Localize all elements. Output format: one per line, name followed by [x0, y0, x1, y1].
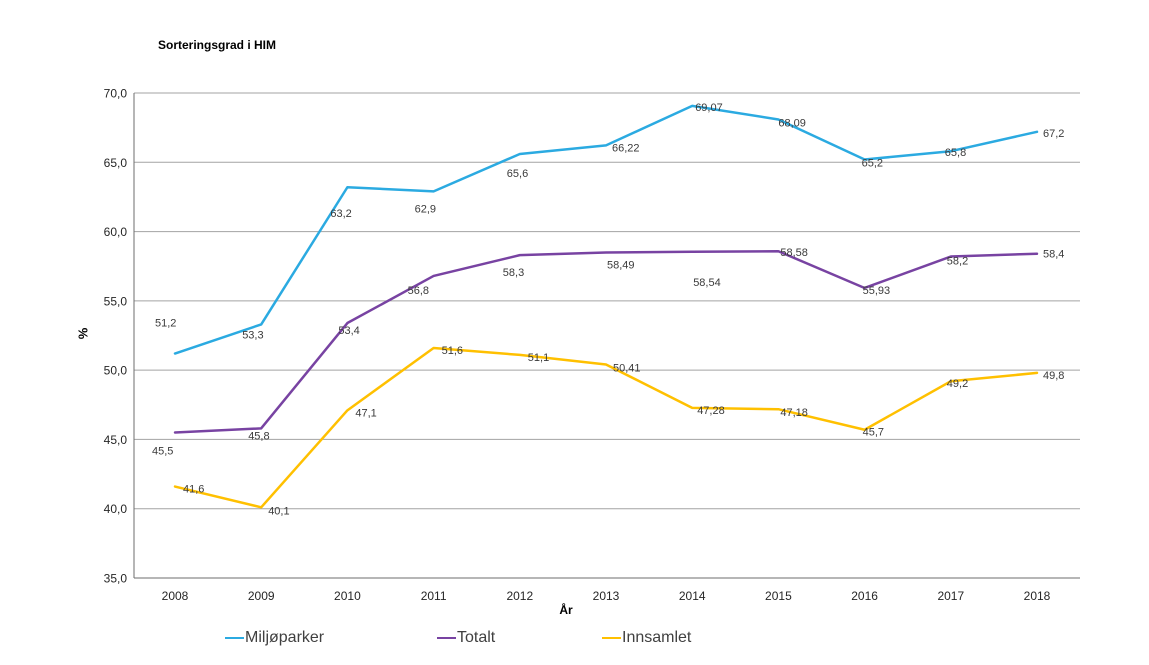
legend: Miljøparker Totalt Innsamlet [0, 628, 1149, 650]
x-tick-label: 2018 [1024, 589, 1051, 603]
data-label-totalt: 56,8 [408, 285, 429, 297]
data-label-miljøparker: 65,2 [862, 158, 883, 170]
data-label-innsamlet: 41,6 [183, 484, 204, 496]
data-label-totalt: 58,2 [947, 256, 968, 268]
data-label-totalt: 53,4 [338, 325, 359, 337]
x-tick-label: 2016 [851, 589, 878, 603]
data-label-totalt: 58,58 [780, 247, 808, 259]
data-label-miljøparker: 68,09 [778, 117, 806, 129]
data-label-innsamlet: 49,2 [947, 378, 968, 390]
x-tick-label: 2008 [162, 589, 189, 603]
x-tick-label: 2014 [679, 589, 706, 603]
y-tick-label: 60,0 [104, 225, 128, 239]
data-label-totalt: 55,93 [863, 285, 891, 297]
data-label-miljøparker: 65,6 [507, 168, 528, 180]
data-label-innsamlet: 49,8 [1043, 370, 1064, 382]
legend-line-icon [602, 636, 621, 640]
x-tick-label: 2013 [593, 589, 620, 603]
data-label-miljøparker: 66,22 [612, 142, 640, 154]
x-tick-label: 2017 [937, 589, 964, 603]
data-label-totalt: 45,8 [248, 430, 269, 442]
data-label-miljøparker: 69,07 [695, 102, 723, 114]
data-label-innsamlet: 47,28 [697, 405, 725, 417]
data-label-miljøparker: 67,2 [1043, 128, 1064, 140]
x-tick-label: 2011 [421, 589, 447, 603]
data-label-totalt: 58,4 [1043, 249, 1064, 261]
chart-title: Sorteringsgrad i HIM [158, 38, 277, 52]
x-tick-label: 2009 [248, 589, 275, 603]
data-label-innsamlet: 51,6 [442, 345, 463, 357]
legend-label: Miljøparker [245, 629, 325, 646]
data-label-miljøparker: 62,9 [415, 203, 436, 215]
data-label-totalt: 58,49 [607, 259, 635, 271]
series-line-miljøparker [173, 104, 1039, 355]
legend-item-innsamlet: Innsamlet [602, 628, 691, 648]
y-tick-label: 65,0 [104, 156, 128, 170]
legend-line-icon [225, 636, 244, 640]
y-tick-label: 55,0 [104, 294, 128, 308]
data-label-innsamlet: 40,1 [268, 505, 289, 517]
series-line-totalt [173, 249, 1039, 434]
legend-item-miljøparker: Miljøparker [225, 628, 324, 648]
series-line-innsamlet [173, 346, 1039, 509]
x-tick-label: 2010 [334, 589, 361, 603]
data-label-miljøparker: 53,3 [242, 329, 263, 341]
y-tick-label: 50,0 [104, 364, 128, 378]
y-tick-label: 70,0 [104, 87, 128, 101]
data-label-innsamlet: 50,41 [613, 362, 641, 374]
data-label-innsamlet: 51,1 [528, 352, 549, 364]
x-axis-title: År [559, 603, 573, 617]
y-tick-label: 35,0 [104, 572, 128, 586]
legend-line-icon [437, 636, 456, 640]
data-label-innsamlet: 47,18 [780, 407, 808, 419]
data-label-totalt: 58,3 [503, 267, 524, 279]
x-tick-label: 2012 [506, 589, 533, 603]
data-label-innsamlet: 47,1 [355, 407, 376, 419]
data-label-miljøparker: 51,2 [155, 318, 176, 330]
y-tick-label: 45,0 [104, 433, 128, 447]
y-tick-label: 40,0 [104, 502, 128, 516]
data-label-miljøparker: 65,8 [945, 147, 966, 159]
data-label-miljøparker: 63,2 [330, 208, 351, 220]
data-label-innsamlet: 45,7 [863, 427, 884, 439]
legend-label: Totalt [457, 629, 496, 646]
legend-item-totalt: Totalt [437, 628, 495, 648]
legend-label: Innsamlet [622, 629, 692, 646]
x-tick-label: 2015 [765, 589, 792, 603]
data-label-totalt: 45,5 [152, 446, 173, 458]
data-label-totalt: 58,54 [693, 277, 721, 289]
